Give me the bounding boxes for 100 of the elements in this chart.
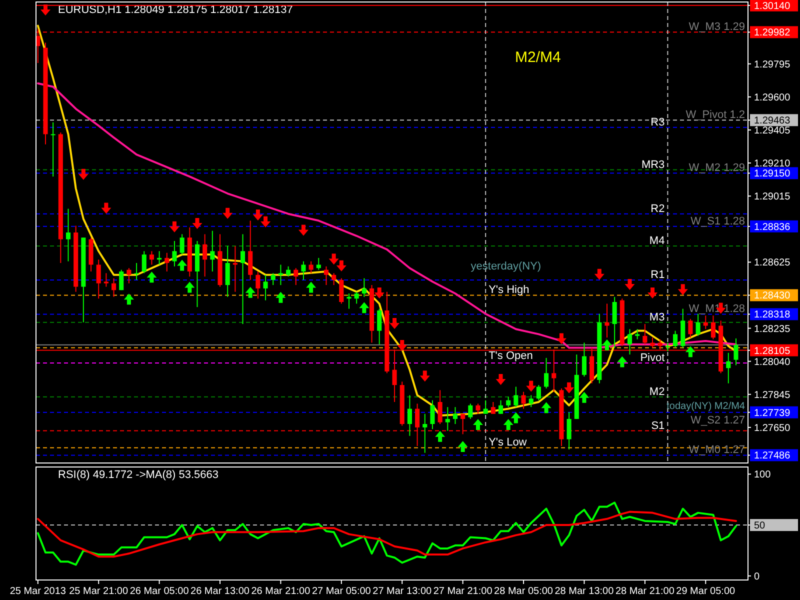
ref-line-label: W_M2 1.29	[688, 162, 745, 174]
ref-line-label: Pivot	[640, 352, 665, 364]
ref-line-label: Y's High	[488, 284, 530, 296]
candlestick	[726, 352, 731, 384]
y-tick-label: 50	[754, 520, 766, 532]
candlestick	[407, 394, 412, 436]
point	[336, 260, 346, 272]
candlestick	[96, 259, 101, 300]
candlestick	[452, 406, 458, 425]
candlestick	[476, 403, 480, 414]
candlestick	[104, 272, 108, 288]
point	[359, 302, 370, 314]
point	[678, 284, 688, 296]
point	[648, 288, 658, 299]
y-tick-label: 1.27650	[754, 422, 791, 434]
point	[579, 392, 590, 403]
x-tick-label: 26 Mar 21:00	[251, 586, 311, 597]
point	[169, 221, 180, 232]
candlestick	[301, 260, 306, 280]
x-tick-label: 25 Mar 21:00	[69, 586, 128, 597]
y-tick-label: 1.27845	[754, 390, 791, 401]
candlestick	[438, 390, 442, 425]
point	[245, 286, 256, 298]
point	[472, 419, 483, 430]
x-tick-label: 29 Mar 05:00	[676, 586, 736, 597]
candlestick	[278, 264, 283, 286]
candlestick	[468, 403, 473, 420]
x-tick-label: 26 Mar 13:00	[190, 586, 250, 597]
candlestick	[642, 324, 648, 345]
ref-line-label: T's Open	[488, 350, 533, 362]
point	[685, 346, 696, 358]
candlestick	[521, 391, 526, 410]
y-tick-label: 0	[754, 571, 760, 582]
candlestick	[673, 330, 678, 348]
candlestick	[528, 394, 534, 408]
candlestick	[604, 303, 610, 338]
point	[40, 4, 50, 16]
candlestick	[483, 400, 488, 414]
y-tick-label: 1.29795	[754, 59, 791, 70]
candlestick	[498, 400, 504, 414]
ref-line-label: S1	[651, 420, 665, 432]
x-tick-label: 27 Mar 21:00	[433, 586, 493, 597]
candlestick	[566, 412, 572, 450]
annotation: yesterday(NY)	[470, 260, 542, 272]
point	[617, 356, 628, 368]
point	[78, 168, 88, 180]
candlestick	[294, 268, 298, 286]
annotation: M2/M4	[515, 48, 561, 66]
point	[503, 419, 514, 430]
chart-title: RSI(8) 49.1772 ->MA(8) 53.5663	[58, 469, 219, 481]
ref-line-label: W_M0 1.27	[688, 444, 745, 456]
point	[594, 268, 604, 280]
candlestick	[66, 208, 71, 262]
candlestick	[635, 328, 640, 340]
y-tick-label: 1.28318	[754, 310, 791, 321]
candlestick	[362, 278, 366, 298]
candlestick	[582, 342, 587, 378]
candlestick	[286, 266, 291, 278]
ref-line-label: MR3	[641, 158, 665, 171]
candlestick	[134, 262, 139, 280]
point	[328, 254, 339, 265]
point	[556, 333, 566, 344]
candlestick	[248, 220, 253, 280]
candlestick	[50, 122, 56, 178]
y-tick-label: 1.29210	[754, 158, 791, 170]
candlestick	[256, 270, 260, 300]
candlestick	[316, 257, 321, 270]
y-tick-label: 1.27486	[754, 450, 791, 462]
candlestick	[514, 386, 518, 408]
point	[192, 218, 202, 230]
candlestick	[308, 260, 314, 274]
ref-line-label: Y's Low	[488, 436, 527, 449]
candlestick	[240, 234, 246, 325]
point	[420, 370, 430, 382]
point	[177, 260, 188, 271]
candlestick	[734, 338, 738, 366]
ref-line-label: M3	[649, 311, 665, 324]
point	[624, 279, 635, 290]
candlestick	[354, 291, 359, 304]
y-tick-label: 1.29463	[754, 116, 791, 127]
candlestick	[490, 401, 496, 414]
candlestick	[445, 406, 450, 432]
candlestick	[650, 337, 655, 348]
point	[146, 272, 157, 283]
y-tick-label: 1.28235	[754, 324, 791, 335]
candlestick	[119, 269, 124, 291]
candlestick	[627, 328, 632, 356]
point	[252, 210, 263, 221]
x-tick-label: 28 Mar 21:00	[615, 586, 675, 597]
line-series	[36, 510, 737, 558]
point	[526, 380, 536, 392]
point	[397, 340, 408, 352]
x-tick-label: 28 Mar 13:00	[554, 586, 614, 597]
point	[458, 441, 468, 452]
candlestick	[332, 272, 336, 286]
point	[496, 374, 506, 385]
point	[222, 208, 233, 219]
point	[374, 288, 384, 299]
ref-line-label: R2	[650, 202, 665, 215]
candlestick	[612, 296, 617, 348]
